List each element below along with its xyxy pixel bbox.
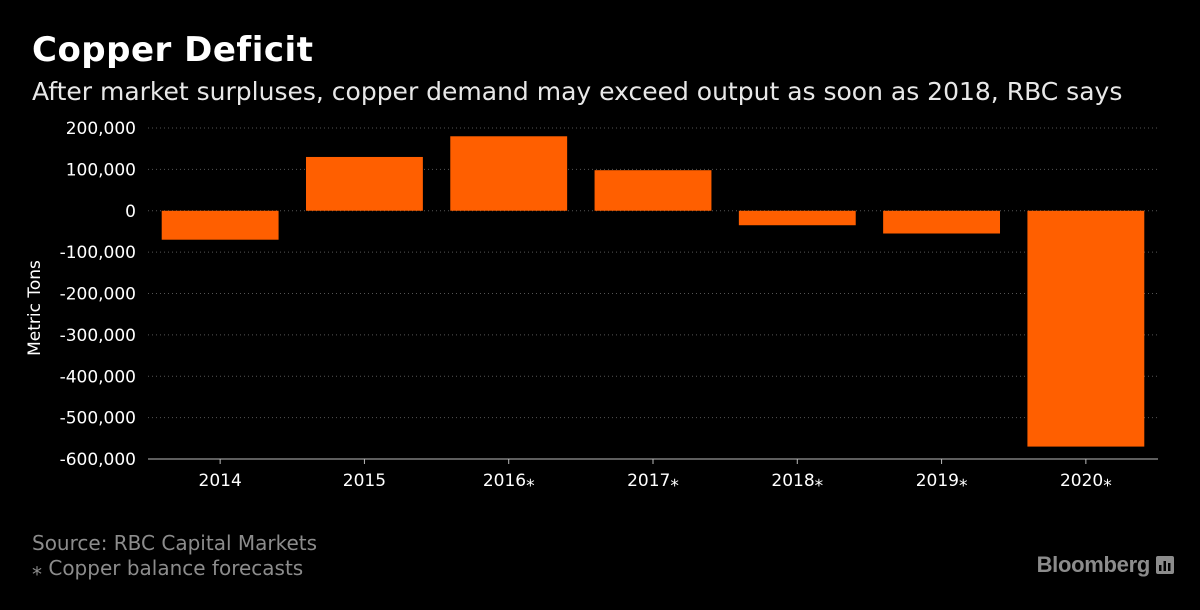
bloomberg-terminal-icon	[1156, 556, 1174, 574]
x-tick-label: 2019⁎	[916, 471, 968, 491]
chart-subtitle: After market surpluses, copper demand ma…	[32, 77, 1123, 106]
gridlines	[148, 127, 1158, 419]
x-tick-label: 2014	[199, 471, 242, 491]
bars	[161, 136, 1145, 447]
y-tick-label: -400,000	[60, 367, 136, 387]
axes: 200,000 100,000 0 -100,000 -200,000 -300,000 -…	[60, 119, 1158, 491]
x-tick-label: 2017⁎	[627, 471, 679, 491]
bar-4	[738, 210, 856, 226]
y-tick-label: 100,000	[66, 160, 136, 180]
x-tick-label: 2018⁎	[771, 471, 823, 491]
x-tick-label: 2020⁎	[1060, 471, 1112, 491]
bar-1	[305, 156, 423, 211]
y-tick-label: -300,000	[60, 326, 136, 346]
y-tick-label: 0	[125, 202, 136, 222]
forecast-footnote: ⁎ Copper balance forecasts	[32, 556, 304, 580]
bar-6	[1027, 210, 1145, 447]
bar-5	[883, 210, 1001, 234]
y-tick-label: -100,000	[60, 243, 136, 263]
bar-chart: 200,000 100,000 0 -100,000 -200,000 -300,000 -…	[25, 119, 1158, 491]
bloomberg-logo: Bloomberg	[1037, 552, 1174, 578]
y-tick-label: -600,000	[60, 450, 136, 470]
chart-title: Copper Deficit	[32, 30, 314, 70]
x-tick-label: 2016⁎	[483, 471, 535, 491]
y-tick-label: -500,000	[60, 409, 136, 429]
y-tick-label: -200,000	[60, 285, 136, 305]
brand-name: Bloomberg	[1036, 552, 1151, 577]
bar-2	[450, 136, 568, 211]
y-axis-label: Metric Tons	[25, 260, 45, 356]
bar-3	[594, 170, 712, 211]
y-tick-label: 200,000	[66, 119, 136, 139]
bar-0	[161, 210, 279, 240]
source-note: Source: RBC Capital Markets	[32, 531, 318, 555]
x-tick-label: 2015	[343, 471, 386, 491]
